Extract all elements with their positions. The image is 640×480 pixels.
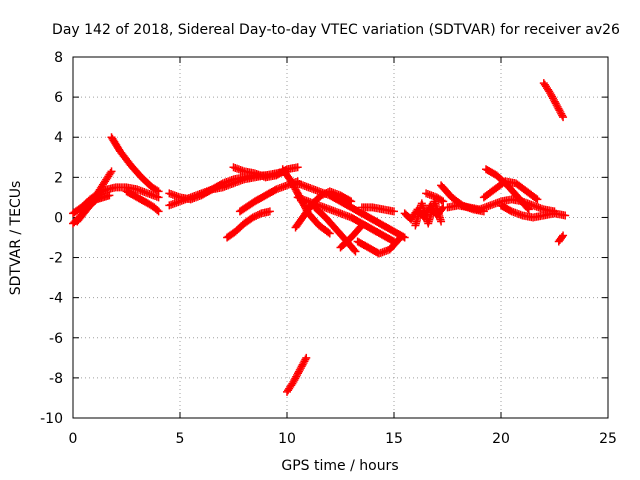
- plot-frame: [72, 56, 609, 419]
- series-arc-28: [539, 79, 568, 122]
- chart-title: Day 142 of 2018, Sidereal Day-to-day VTE…: [52, 22, 620, 38]
- series-arc-24: [437, 181, 488, 216]
- series-arc-22: [422, 189, 448, 206]
- y-tick-label: -8: [49, 371, 63, 387]
- x-tick-label: 0: [69, 431, 78, 447]
- series-arc-29: [554, 231, 568, 246]
- series-arc-27: [497, 201, 570, 222]
- x-tick-label: 25: [599, 431, 617, 447]
- y-tick-label: 4: [54, 130, 63, 146]
- series-arc-5: [122, 187, 163, 216]
- series-arc-4: [107, 133, 163, 196]
- series-arc-17: [283, 353, 311, 396]
- x-tick-label: 5: [176, 431, 185, 447]
- series-arc-9: [223, 207, 274, 242]
- y-tick-label: 0: [54, 210, 63, 226]
- data-markers: [69, 79, 570, 396]
- series-arc-21: [411, 197, 446, 230]
- grid: [73, 57, 608, 418]
- series-arc-2: [69, 183, 163, 218]
- x-tick-label: 10: [278, 431, 296, 447]
- x-tick-label: 20: [492, 431, 510, 447]
- y-tick-label: 8: [54, 50, 63, 66]
- series-arc-7: [165, 171, 270, 210]
- y-tick-label: 6: [54, 90, 63, 106]
- y-tick-label: -2: [49, 251, 63, 267]
- y-tick-label: -4: [49, 291, 63, 307]
- x-tick-label: 15: [385, 431, 403, 447]
- series-arc-19: [357, 203, 398, 216]
- y-tick-label: -6: [49, 331, 63, 347]
- series-arc-18: [291, 187, 356, 232]
- series-arc-15: [336, 221, 366, 252]
- series-arc-3: [73, 191, 114, 226]
- y-tick-label: 2: [54, 170, 63, 186]
- y-tick-label: -10: [40, 411, 63, 427]
- x-axis-label: GPS time / hours: [281, 458, 398, 474]
- series-arc-16: [353, 233, 405, 258]
- axis-ticks: 0 5 10 15 20 25 -10 -8 -6 -4 -2 0 2 4 6 8: [40, 50, 617, 447]
- series-arc-26: [479, 177, 542, 204]
- y-axis-label: SDTVAR / TECUs: [8, 181, 24, 296]
